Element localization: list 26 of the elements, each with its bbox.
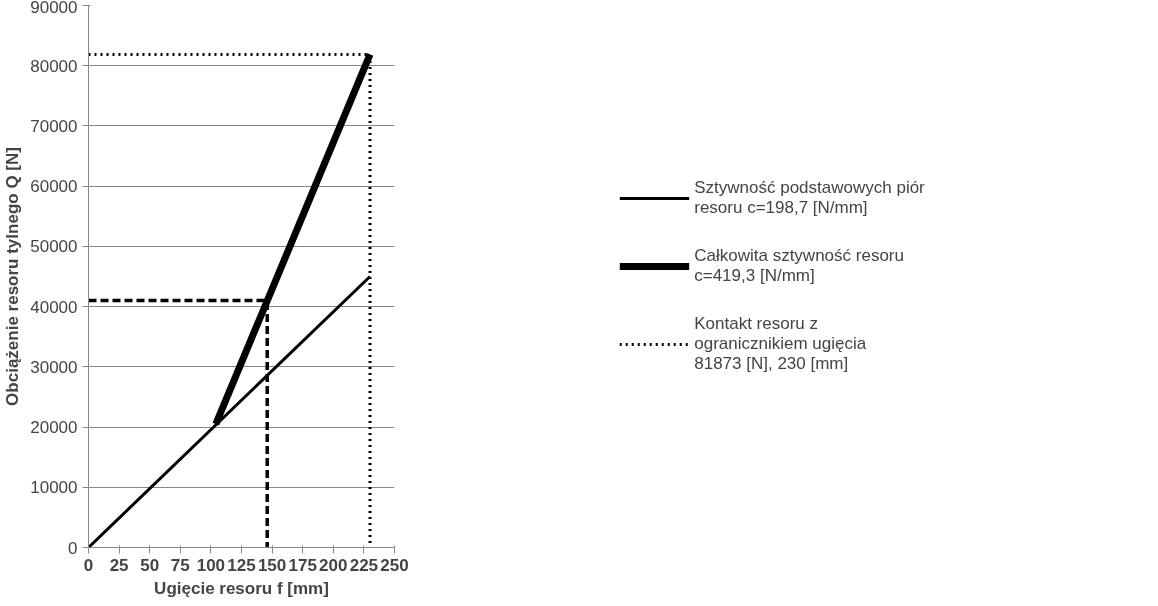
y-tick-label: 80000 <box>30 56 78 76</box>
x-tick-label: 175 <box>288 555 317 575</box>
y-tick-label: 30000 <box>30 357 78 377</box>
x-tick-label: 0 <box>83 555 94 575</box>
legend-label: Całkowita sztywność resoru c=419,3 [N/mm] <box>694 246 904 286</box>
y-tick-label: 60000 <box>30 177 78 197</box>
y-tick-label: 10000 <box>30 478 78 498</box>
x-tick-label: 150 <box>257 555 287 575</box>
x-tick-label: 50 <box>140 555 160 575</box>
x-tick-label: 225 <box>349 555 379 575</box>
x-tick-label: 75 <box>170 555 190 575</box>
y-tick-label: 0 <box>68 538 78 558</box>
y-tick-label: 90000 <box>30 0 78 17</box>
x-axis-title: Ugięcie resoru f [mm] <box>154 578 329 598</box>
y-tick-label: 20000 <box>30 418 78 438</box>
x-tick-label: 200 <box>319 555 348 575</box>
y-tick-label: 50000 <box>30 237 78 257</box>
y-axis-title: Obciążenie resoru tylnego Q [N] <box>3 147 23 406</box>
y-tick-label: 70000 <box>30 116 78 136</box>
legend-label: Kontakt resoru z ogranicznikiem ugięcia 81873 [N], 230 [mm] <box>694 314 867 374</box>
x-tick-label: 100 <box>196 555 226 575</box>
x-tick-label: 125 <box>227 555 256 575</box>
y-tick-label: 40000 <box>30 297 78 317</box>
x-tick-label: 250 <box>380 555 409 575</box>
x-tick-label: 25 <box>109 555 129 575</box>
legend-label: Sztywność podstawowych piór resoru c=198,7 [N/mm] <box>694 178 925 218</box>
